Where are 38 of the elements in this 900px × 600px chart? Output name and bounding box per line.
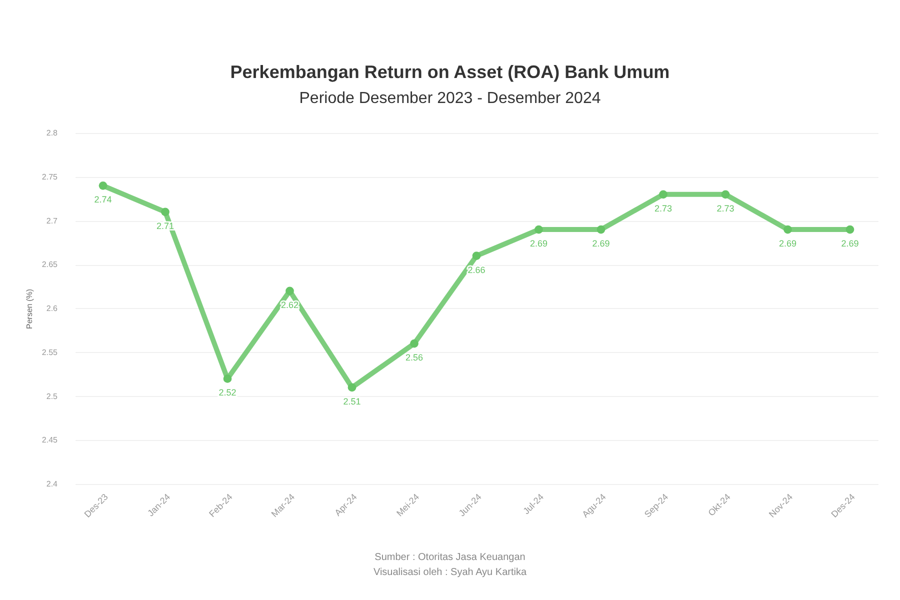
point (534, 225, 543, 234)
y-tick-label: 2.5 (46, 392, 58, 401)
data-label: 2.69 (530, 238, 548, 249)
point (348, 383, 356, 392)
text: Sumber : Otoritas Jasa Keuangan (374, 551, 526, 565)
point (98, 181, 108, 190)
point (846, 225, 854, 234)
point (784, 225, 792, 234)
y-tick-label: 2.55 (42, 348, 58, 357)
data-label: 2.56 (405, 352, 424, 363)
data-label: 2.69 (841, 238, 859, 249)
data-label: 2.51 (343, 396, 361, 406)
text: Visualisasi oleh : Syah Ayu Kartika (372, 566, 528, 580)
chart-title: Perkembangan Return on Asset (ROA) Bank Umum (229, 62, 671, 83)
chart-subtitle: Periode Desember 2023 - Desember 2024 (298, 90, 602, 108)
y-tick-label: 2.8 (46, 128, 58, 138)
data-label: 2.73 (654, 203, 672, 214)
point (286, 286, 294, 296)
point (596, 225, 606, 234)
y-tick-label: 2.7 (46, 216, 58, 226)
y-tick-label: 2.45 (42, 436, 58, 445)
point (721, 190, 730, 199)
point (659, 190, 668, 199)
data-label: 2.69 (592, 238, 610, 249)
data-label: 2.74 (94, 194, 112, 205)
y-tick-label: 2.6 (46, 304, 58, 313)
data-label: 2.66 (468, 264, 486, 275)
data-label: 2.73 (716, 203, 734, 214)
y-tick-label: 2.4 (46, 480, 58, 488)
point (223, 374, 232, 383)
y-tick-label: 2.65 (42, 260, 58, 270)
y-axis-title: Persen (%) (24, 288, 34, 330)
y-tick-label: 2.75 (42, 172, 58, 182)
data-label: 2.52 (218, 388, 236, 398)
point (410, 339, 418, 348)
point (472, 252, 481, 260)
point (161, 208, 170, 216)
data-label: 2.69 (778, 238, 797, 249)
